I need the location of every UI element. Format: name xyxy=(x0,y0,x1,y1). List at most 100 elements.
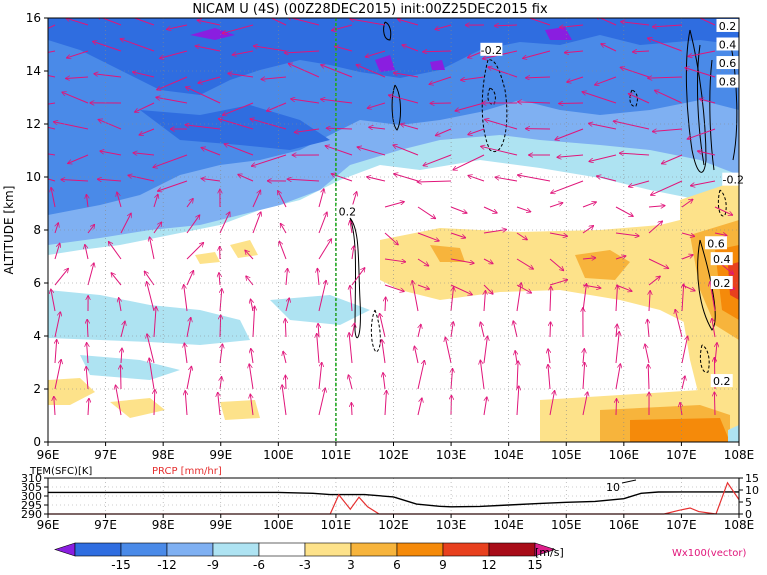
wind-arrow xyxy=(615,256,626,259)
wind-arrow xyxy=(596,18,617,26)
contour-line xyxy=(383,21,392,41)
sfc-x-tick-label: 107E xyxy=(666,518,697,532)
wind-arrow xyxy=(156,97,188,104)
wind-arrow xyxy=(418,324,421,338)
wind-arrow xyxy=(280,223,287,234)
wind-arrow xyxy=(121,348,122,364)
sfc-gridlines xyxy=(48,478,739,514)
wind-arrow xyxy=(351,192,357,208)
wind-arrow xyxy=(197,20,221,26)
x-tick-label: 107E xyxy=(666,448,697,462)
wind-arrow xyxy=(548,364,550,390)
wind-arrow xyxy=(557,155,584,157)
wind-arrow xyxy=(153,222,162,234)
y-tick-label: 4 xyxy=(33,329,41,343)
wind-arrow xyxy=(651,180,683,195)
wind-arrow xyxy=(54,268,68,286)
wind-arrow xyxy=(351,268,365,286)
wind-arrow xyxy=(613,121,650,130)
wind-arrow xyxy=(365,50,386,57)
wind-arrow xyxy=(184,285,188,312)
wind-arrow xyxy=(186,243,204,260)
wind-arrow xyxy=(601,44,617,52)
wind-arrow xyxy=(483,397,487,416)
colorbar-level-label: 9 xyxy=(439,558,447,572)
shade-darkorange-bottom xyxy=(630,418,730,442)
wind-arrow xyxy=(549,203,563,208)
wind-arrow xyxy=(284,51,320,53)
wind-arrow xyxy=(283,351,286,364)
x-tick-label: 101E xyxy=(321,448,352,462)
shade-yellow-bottom-left xyxy=(110,398,165,418)
wind-arrow xyxy=(494,25,518,26)
wind-arrow xyxy=(468,128,485,135)
wind-arrow xyxy=(220,289,222,312)
wind-arrow xyxy=(278,191,287,208)
wind-arrow xyxy=(220,344,222,364)
wind-arrow xyxy=(414,346,419,364)
wind-arrow xyxy=(285,319,286,338)
wind-arrow xyxy=(167,24,188,29)
colorbar-swatch xyxy=(488,542,536,557)
wind-arrow xyxy=(645,344,650,364)
wind-arrow xyxy=(51,187,56,208)
wind-arrow xyxy=(291,99,320,104)
contour-line-dashed xyxy=(487,87,496,105)
shade-yellow-band xyxy=(380,200,739,360)
temperature-line xyxy=(48,491,739,508)
shade-yellow-small1 xyxy=(230,240,258,258)
wind-arrow xyxy=(334,46,353,52)
wind-arrow xyxy=(429,76,452,84)
wind-arrow xyxy=(559,103,584,104)
sfc-x-tick-label: 103E xyxy=(436,518,467,532)
wind-arrow xyxy=(133,18,155,26)
wind-arrow xyxy=(483,336,487,364)
wind-arrow xyxy=(384,258,406,262)
wind-arrow xyxy=(54,359,61,390)
colorbar-swatch xyxy=(350,542,398,557)
y-tick-label: 2 xyxy=(33,382,41,396)
contour-line xyxy=(729,39,738,161)
wind-arrow xyxy=(318,280,326,312)
wind-arrow xyxy=(48,50,56,53)
wind-arrow xyxy=(66,77,89,78)
wind-arrow xyxy=(61,180,89,181)
wind-arrow xyxy=(261,77,287,79)
wind-arrow xyxy=(318,388,325,416)
wind-arrow xyxy=(186,215,200,234)
contour-line xyxy=(685,29,707,173)
wind-arrow xyxy=(54,243,60,260)
wind-arrow xyxy=(87,263,94,286)
wind-arrow xyxy=(549,280,568,286)
wind-arrow xyxy=(158,180,188,191)
wind-arrow xyxy=(480,322,485,338)
wind-arrow xyxy=(564,51,584,53)
wind-arrow xyxy=(251,154,287,166)
wind-arrow xyxy=(68,154,89,164)
colorbar-end-triangle xyxy=(54,542,76,557)
colorbar-swatch xyxy=(396,542,444,557)
wind-arrow xyxy=(219,273,220,286)
wind-arrow xyxy=(349,333,353,364)
wind-arrow xyxy=(389,95,419,104)
wind-arrow xyxy=(468,175,485,182)
wind-arrow xyxy=(384,284,404,291)
wind-arrow xyxy=(97,179,122,181)
wind-arrow xyxy=(648,258,669,268)
wind-arrow xyxy=(682,284,684,312)
wind-arrow xyxy=(249,364,254,390)
colorbar-level-label: -3 xyxy=(299,558,311,572)
x-tick-label: 100E xyxy=(263,448,294,462)
contour-label: -0.2 xyxy=(481,44,502,57)
wind-arrow xyxy=(619,153,650,155)
colorbar-level-label: -9 xyxy=(207,558,219,572)
contour-line xyxy=(349,217,361,339)
sfc-x-tick-label: 97E xyxy=(94,518,117,532)
wind-arrow xyxy=(185,391,187,416)
wind-vector-field xyxy=(48,18,734,416)
wind-arrow xyxy=(55,340,57,364)
wind-arrow xyxy=(451,368,453,390)
wind-arrow xyxy=(331,24,353,31)
wind-arrow xyxy=(144,271,155,286)
wind-arrow xyxy=(285,298,289,312)
